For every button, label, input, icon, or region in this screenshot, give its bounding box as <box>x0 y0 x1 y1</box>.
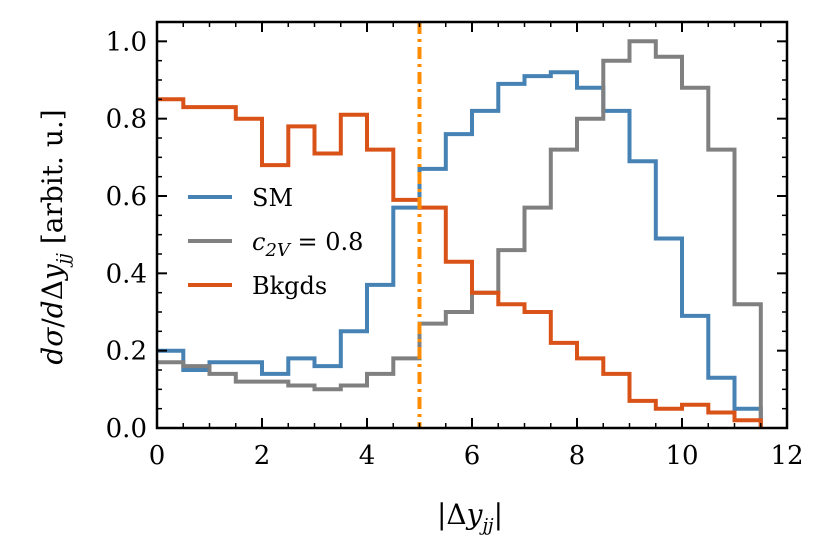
x-tick-label: 0 <box>149 441 166 471</box>
ticks-layer: 0 2 4 6 8 10 12 0.0 0.2 0.4 0.6 0.8 1.0 <box>106 22 804 471</box>
x-tick-label: 12 <box>770 441 803 471</box>
series-0-step-line <box>157 70 763 428</box>
series-layer <box>157 39 763 428</box>
x-tick-label: 8 <box>569 441 586 471</box>
legend-label-c2v: c2V = 0.8 <box>252 228 363 261</box>
y-tick-label: 0.8 <box>106 105 147 135</box>
y-tick-label: 0.0 <box>106 414 147 444</box>
x-tick-label: 4 <box>359 441 376 471</box>
series-2-step-line <box>157 97 763 428</box>
legend: SM c2V = 0.8 Bkgds <box>188 184 363 300</box>
x-tick-label: 2 <box>254 441 271 471</box>
plot-frame <box>155 20 789 430</box>
y-tick-label: 1.0 <box>106 27 147 57</box>
y-tick-label: 0.6 <box>106 182 147 212</box>
legend-label-bkgds: Bkgds <box>252 272 327 300</box>
legend-label-sm: SM <box>252 184 293 212</box>
y-tick-label: 0.2 <box>106 337 147 367</box>
y-tick-label: 0.4 <box>106 259 147 289</box>
x-tick-label: 10 <box>665 441 698 471</box>
y-axis-label: dσ/dΔyjj [arbit. u.] <box>36 109 74 364</box>
series-1-step-line <box>157 39 763 428</box>
x-axis-label: |Δyjj| <box>437 498 503 536</box>
x-tick-label: 6 <box>464 441 481 471</box>
